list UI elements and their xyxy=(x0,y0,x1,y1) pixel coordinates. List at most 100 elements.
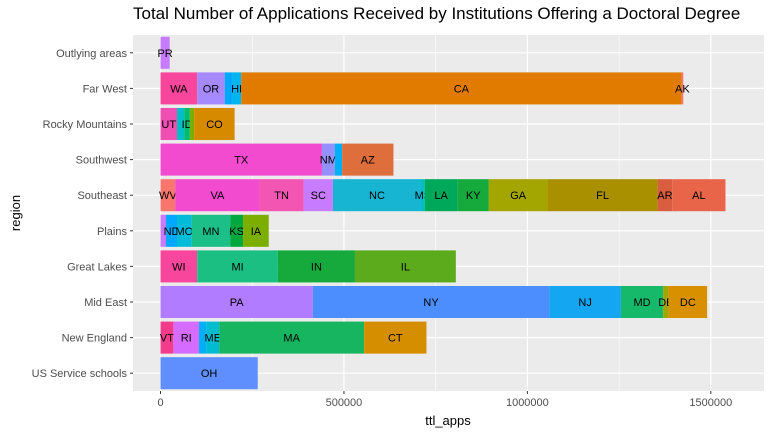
bar-segment xyxy=(160,179,176,212)
bar-segment xyxy=(184,107,190,141)
bar-segment xyxy=(160,143,322,176)
y-tick-label: Plains xyxy=(97,226,127,238)
segment-label: OR xyxy=(203,83,220,95)
segment-label: RI xyxy=(181,333,192,345)
bar-segment xyxy=(342,143,394,176)
bar-segment xyxy=(194,107,235,141)
bar-segment xyxy=(160,357,258,390)
bar-segment xyxy=(620,285,664,319)
bar-segment xyxy=(259,179,304,212)
segment-label: ME xyxy=(205,333,222,345)
y-tick-label: Rocky Mountains xyxy=(43,119,128,131)
bar-segment xyxy=(177,214,192,247)
bar-segment xyxy=(424,179,458,212)
bar-segment xyxy=(189,107,195,141)
segment-label: WA xyxy=(170,83,188,95)
segment-label: TN xyxy=(274,190,289,202)
bar-segment xyxy=(160,250,198,283)
bar-group: UT ID CO xyxy=(160,107,235,141)
bar-segment xyxy=(332,179,421,212)
segment-label: DC xyxy=(680,297,696,309)
segment-label: CT xyxy=(388,333,403,345)
bar-segment xyxy=(197,250,278,283)
segment-label: IA xyxy=(251,226,262,238)
bar-segment xyxy=(191,214,231,247)
segment-label: AZ xyxy=(361,155,375,167)
bar-segment xyxy=(160,36,170,69)
bar-segment xyxy=(334,143,343,176)
bar-segment xyxy=(488,179,548,212)
bar-segment xyxy=(175,179,260,212)
bar-group: PA NY NJ MD DE DC xyxy=(160,285,708,319)
bar-group: WV VA TN SC NC MS LA KY GA FL AR AL xyxy=(159,179,726,212)
bar-segment xyxy=(657,179,673,212)
bar-segment xyxy=(197,72,225,105)
bar-segment xyxy=(160,214,167,247)
bar-segment xyxy=(668,285,708,319)
bar-segment xyxy=(672,179,726,212)
segment-label: MD xyxy=(633,297,650,309)
bar-segment xyxy=(663,285,669,319)
x-tick-label: 0 xyxy=(157,397,163,409)
bar-segment xyxy=(232,72,242,105)
segment-label: MI xyxy=(231,261,243,273)
bar-group: TX NM AZ xyxy=(160,143,394,176)
segment-label: HI xyxy=(231,83,242,95)
segment-label: IL xyxy=(401,261,410,273)
bar-segment xyxy=(303,179,333,212)
segment-label: NJ xyxy=(578,297,591,309)
bar-segment xyxy=(321,143,335,176)
y-tick-label: US Service schools xyxy=(32,368,128,380)
bar-segment xyxy=(547,179,658,212)
segment-label: AR xyxy=(657,190,672,202)
bar-group: VT RI ME MA CT xyxy=(160,321,427,354)
segment-label: TX xyxy=(234,155,249,167)
segment-label: NC xyxy=(369,190,385,202)
x-tick-label: 1000000 xyxy=(506,397,549,409)
bar-segment xyxy=(160,107,178,141)
bar-segment xyxy=(173,321,200,354)
segment-label: MN xyxy=(202,226,219,238)
bar-segment xyxy=(199,321,207,354)
bar-segment xyxy=(243,214,269,247)
segment-label: CA xyxy=(454,83,470,95)
segment-label: PA xyxy=(230,297,245,309)
y-tick-label: Outlying areas xyxy=(56,48,127,60)
bar-segment xyxy=(206,321,220,354)
segment-label: OH xyxy=(201,368,218,380)
bar-segment xyxy=(354,250,456,283)
segment-label: WI xyxy=(172,261,185,273)
segment-label: VT xyxy=(160,333,174,345)
segment-label: GA xyxy=(510,190,527,202)
y-axis: Outlying areas Far West Rocky Mountains Sou… xyxy=(32,48,133,380)
y-tick-label: Far West xyxy=(83,83,127,95)
segment-label: FL xyxy=(596,190,609,202)
bar-segment xyxy=(160,321,174,354)
y-tick-label: Mid East xyxy=(84,297,127,309)
segment-label: MO xyxy=(175,226,193,238)
bar-segment xyxy=(364,321,427,354)
bar-segment xyxy=(166,214,178,247)
bar-segment xyxy=(160,285,313,319)
y-axis-title: region xyxy=(8,195,23,231)
bar-segment xyxy=(681,72,684,105)
segment-label: KS xyxy=(229,226,244,238)
bar-segment xyxy=(277,250,355,283)
bar-segment xyxy=(177,107,185,141)
bar-segment xyxy=(230,214,244,247)
segment-label: IN xyxy=(311,261,322,273)
bar-segment xyxy=(160,72,198,105)
segment-label: CO xyxy=(206,119,223,131)
x-axis: 0 500000 1000000 1500000 xyxy=(157,391,732,409)
segment-label: SC xyxy=(311,190,326,202)
bar-segment xyxy=(457,179,489,212)
bar-segment xyxy=(224,72,233,105)
bar-group: WI MI IN IL xyxy=(160,250,456,283)
bar-group: WA OR HI CA AK xyxy=(160,72,690,105)
bar-segment xyxy=(549,285,621,319)
segment-label: WV xyxy=(159,190,177,202)
segment-label: PR xyxy=(157,48,172,60)
segment-label: UT xyxy=(161,119,176,131)
